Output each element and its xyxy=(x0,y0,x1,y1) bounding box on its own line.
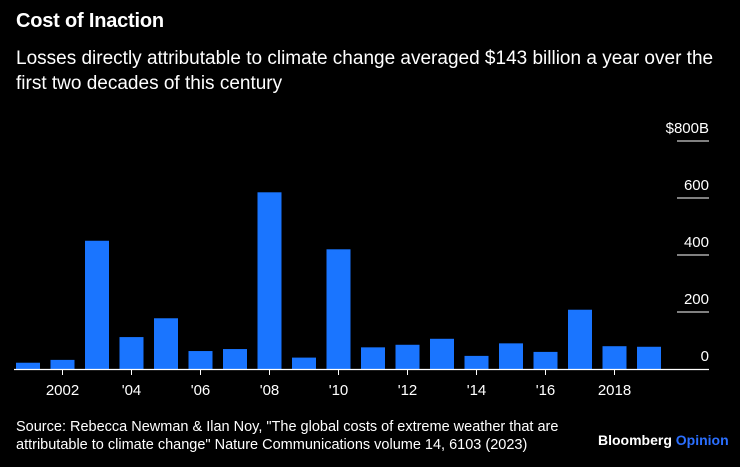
x-tick-label: '12 xyxy=(398,382,418,399)
bar-2011 xyxy=(361,347,385,369)
bar-2012 xyxy=(395,344,420,369)
y-tick-label: $800B xyxy=(666,120,709,137)
x-tick-label: '08 xyxy=(260,382,280,399)
bar-2008 xyxy=(257,192,282,369)
bar-2014 xyxy=(464,355,489,369)
x-tick-label: '16 xyxy=(536,382,556,399)
x-tick-label: '10 xyxy=(329,382,349,399)
bar-2006 xyxy=(188,351,213,369)
bar-2013 xyxy=(430,338,454,369)
brand-name: Bloomberg xyxy=(598,432,672,448)
chart-subtitle: Losses directly attributable to climate … xyxy=(16,48,714,94)
bar-2015 xyxy=(499,343,523,369)
y-tick-label: 600 xyxy=(684,177,709,194)
bar-2016 xyxy=(533,351,558,369)
chart-title: Cost of Inaction xyxy=(16,10,164,32)
x-tick-label: '14 xyxy=(467,382,487,399)
x-tick-label: 2002 xyxy=(46,382,79,399)
y-tick-label: 0 xyxy=(701,348,709,365)
bar-2002 xyxy=(50,359,75,369)
bar-2001 xyxy=(16,362,40,369)
brand-logo: Bloomberg Opinion xyxy=(598,432,729,448)
brand-product: Opinion xyxy=(675,432,729,448)
bar-2010 xyxy=(326,249,351,369)
bar-2019 xyxy=(637,346,661,369)
bar-2003 xyxy=(85,240,109,369)
x-tick-label: 2018 xyxy=(598,382,631,399)
x-tick-label: '06 xyxy=(191,382,211,399)
x-tick-label: '04 xyxy=(122,382,142,399)
bar-2005 xyxy=(154,318,178,369)
bar-2009 xyxy=(292,357,316,369)
bar-2018 xyxy=(602,346,627,369)
bar-2004 xyxy=(119,337,144,369)
bar-2017 xyxy=(568,309,592,369)
bar-2007 xyxy=(223,349,247,369)
y-tick-label: 200 xyxy=(684,291,709,308)
y-tick-label: 400 xyxy=(684,234,709,251)
source-note: Source: Rebecca Newman & Ilan Noy, "The … xyxy=(16,419,559,453)
bar-chart: 0 200 400 600 $800B 2002 '04 '06 '08 '10 '12 '14 '16… xyxy=(14,120,709,399)
